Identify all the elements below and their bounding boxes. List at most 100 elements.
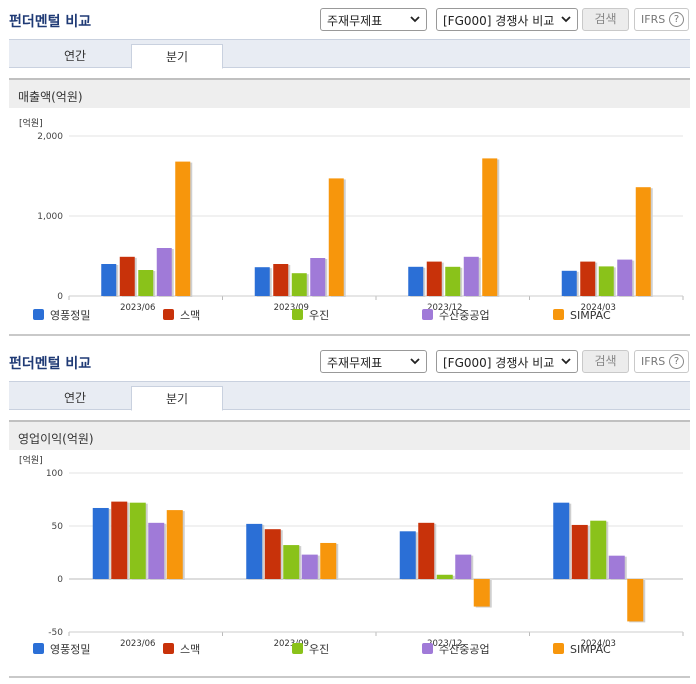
bar bbox=[119, 256, 135, 296]
bar bbox=[455, 554, 472, 579]
ifrs-label: IFRS bbox=[641, 13, 666, 26]
bar bbox=[571, 524, 588, 579]
fundamental-compare-panel: 펀더멘털 비교 주재무제표 [FG000] 경쟁사 비교 검색 IFRS ? 연… bbox=[0, 0, 696, 336]
statement-select-value: 주재무제표 bbox=[327, 14, 383, 28]
chart-container: 영업이익(억원) [억원] -50 0 50 100 2023/06 2023/09 2023… bbox=[9, 420, 690, 678]
bar bbox=[156, 248, 172, 296]
bar bbox=[482, 158, 498, 296]
bar-chart: [억원] 0 1,000 2,000 2023/06 2023/09 2023/12 2024… bbox=[19, 117, 684, 322]
bar bbox=[473, 579, 490, 607]
statement-select[interactable]: 주재무제표 bbox=[320, 350, 427, 373]
chevron-down-icon bbox=[410, 16, 420, 23]
tab-annual[interactable]: 연간 bbox=[63, 49, 87, 63]
chart-title: 영업이익(억원) bbox=[18, 432, 94, 446]
period-tabs: 연간 분기 bbox=[9, 381, 690, 411]
compare-select[interactable]: [FG000] 경쟁사 비교 bbox=[436, 8, 578, 31]
bar bbox=[291, 273, 307, 296]
bar bbox=[553, 502, 570, 579]
bar bbox=[463, 256, 479, 296]
search-button[interactable]: 검색 bbox=[582, 350, 629, 373]
y-tick-label: -50 bbox=[48, 628, 63, 638]
bar-chart: [억원] -50 0 50 100 2023/06 2023/09 2023/12 2024/0… bbox=[19, 454, 684, 656]
ifrs-help-button[interactable]: IFRS ? bbox=[634, 8, 689, 31]
y-tick-label: 0 bbox=[57, 292, 63, 302]
y-tick-label: 0 bbox=[57, 575, 63, 585]
bar bbox=[101, 264, 117, 296]
bar bbox=[426, 261, 442, 296]
legend-label: 스맥 bbox=[180, 643, 200, 656]
compare-select-value: [FG000] 경쟁사 비교 bbox=[443, 14, 555, 28]
bar bbox=[138, 270, 154, 296]
bar bbox=[264, 529, 281, 579]
legend-swatch bbox=[33, 643, 44, 654]
chevron-down-icon bbox=[410, 358, 420, 365]
bar bbox=[418, 522, 435, 579]
chart-title: 매출액(억원) bbox=[18, 90, 83, 104]
statement-select-value: 주재무제표 bbox=[327, 356, 383, 370]
bar bbox=[561, 270, 577, 296]
tab-quarterly[interactable]: 분기 bbox=[131, 386, 223, 411]
bar bbox=[254, 267, 270, 296]
bar bbox=[148, 522, 165, 579]
legend-swatch bbox=[422, 643, 433, 654]
y-unit-label: [억원] bbox=[19, 454, 43, 466]
bar bbox=[399, 531, 416, 579]
bar bbox=[635, 187, 651, 296]
compare-select-value: [FG000] 경쟁사 비교 bbox=[443, 356, 555, 370]
bar bbox=[310, 258, 326, 296]
search-button[interactable]: 검색 bbox=[582, 8, 629, 31]
panel-header: 펀더멘털 비교 주재무제표 [FG000] 경쟁사 비교 검색 IFRS ? bbox=[0, 342, 696, 380]
legend-swatch bbox=[163, 309, 174, 320]
fundamental-compare-panel: 펀더멘털 비교 주재무제표 [FG000] 경쟁사 비교 검색 IFRS ? 연… bbox=[0, 342, 696, 684]
chevron-down-icon bbox=[561, 16, 571, 23]
chart-title-bar: 매출액(억원) bbox=[9, 78, 690, 108]
bar bbox=[590, 520, 607, 579]
legend-label: 수산중공업 bbox=[439, 643, 490, 656]
bar bbox=[320, 542, 337, 579]
bar bbox=[166, 510, 183, 579]
legend-label: 영풍정밀 bbox=[50, 643, 90, 656]
bar bbox=[129, 502, 146, 579]
panel-title: 펀더멘털 비교 bbox=[9, 14, 92, 30]
tab-quarterly[interactable]: 분기 bbox=[131, 44, 223, 69]
bar bbox=[175, 161, 191, 296]
legend-label: 우진 bbox=[309, 643, 329, 656]
legend-label: 우진 bbox=[309, 309, 329, 322]
bar bbox=[580, 261, 596, 296]
chart-container: 매출액(억원) [억원] 0 1,000 2,000 2023/06 2023/09 202… bbox=[9, 78, 690, 336]
x-tick-label: 2023/12 bbox=[427, 303, 462, 313]
y-tick-label: 50 bbox=[52, 522, 64, 532]
legend-swatch bbox=[33, 309, 44, 320]
legend-label: 영풍정밀 bbox=[50, 309, 90, 322]
statement-select[interactable]: 주재무제표 bbox=[320, 8, 427, 31]
legend-label: SIMPAC bbox=[570, 309, 611, 322]
legend-label: 수산중공업 bbox=[439, 309, 490, 322]
legend-label: SIMPAC bbox=[570, 643, 611, 656]
panel-header: 펀더멘털 비교 주재무제표 [FG000] 경쟁사 비교 검색 IFRS ? bbox=[0, 0, 696, 38]
legend-swatch bbox=[292, 309, 303, 320]
ifrs-help-button[interactable]: IFRS ? bbox=[634, 350, 689, 373]
x-tick-label: 2023/09 bbox=[274, 639, 309, 649]
bar bbox=[617, 259, 633, 296]
y-unit-label: [억원] bbox=[19, 117, 43, 129]
compare-select[interactable]: [FG000] 경쟁사 비교 bbox=[436, 350, 578, 373]
bar bbox=[273, 264, 289, 296]
bar bbox=[328, 178, 344, 296]
bar bbox=[445, 266, 461, 296]
help-icon: ? bbox=[669, 12, 684, 27]
bar bbox=[92, 507, 109, 579]
bar bbox=[627, 579, 644, 622]
legend-swatch bbox=[292, 643, 303, 654]
legend-swatch bbox=[422, 309, 433, 320]
bar bbox=[301, 554, 318, 579]
y-tick-label: 100 bbox=[46, 469, 63, 479]
panel-title: 펀더멘털 비교 bbox=[9, 356, 92, 372]
x-tick-label: 2023/06 bbox=[120, 639, 155, 649]
legend-swatch bbox=[553, 309, 564, 320]
help-icon: ? bbox=[669, 354, 684, 369]
tab-annual[interactable]: 연간 bbox=[63, 391, 87, 405]
x-tick-label: 2023/06 bbox=[120, 303, 155, 313]
chevron-down-icon bbox=[561, 358, 571, 365]
y-tick-label: 2,000 bbox=[37, 132, 63, 142]
x-tick-label: 2024/03 bbox=[581, 303, 616, 313]
